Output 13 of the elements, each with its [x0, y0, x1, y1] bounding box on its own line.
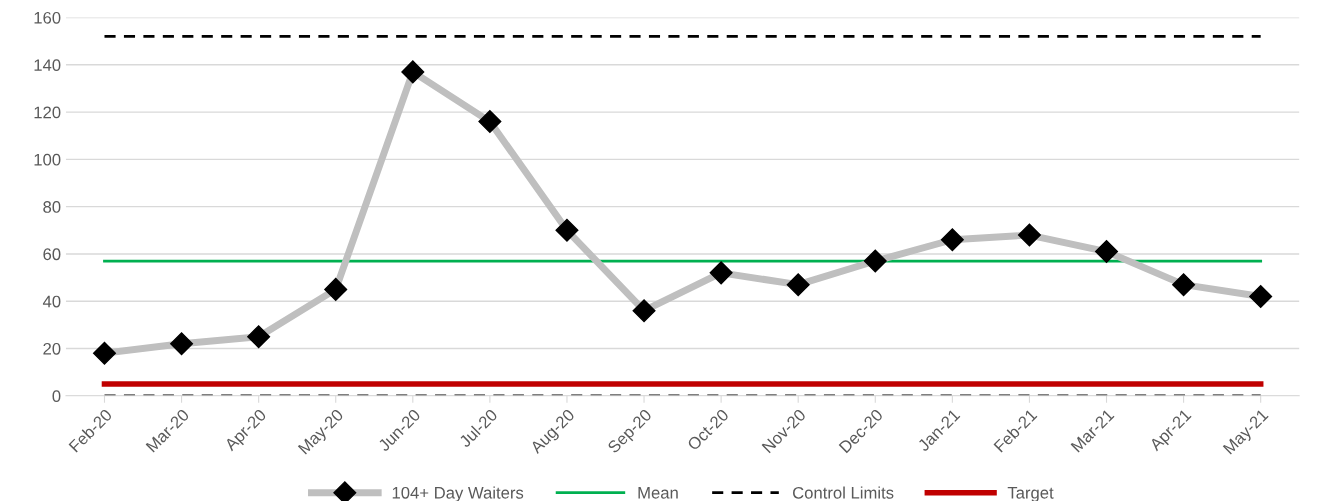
y-tick-label: 80 [43, 201, 61, 213]
y-tick-label: 160 [34, 11, 61, 24]
legend-label: Mean [638, 487, 678, 499]
y-tick-label: 140 [34, 59, 61, 72]
y-tick-label: 60 [43, 248, 61, 261]
legend-label: Control Limits [793, 486, 894, 499]
y-tick-label: 0 [52, 390, 61, 402]
legend-label: 104+ Day Waiters [392, 486, 524, 501]
y-tick-label: 20 [43, 342, 61, 355]
y-tick-label: 120 [34, 106, 61, 119]
y-tick-label: 100 [34, 153, 61, 166]
legend-label: Target [1007, 487, 1054, 501]
y-tick-label: 40 [42, 295, 61, 308]
